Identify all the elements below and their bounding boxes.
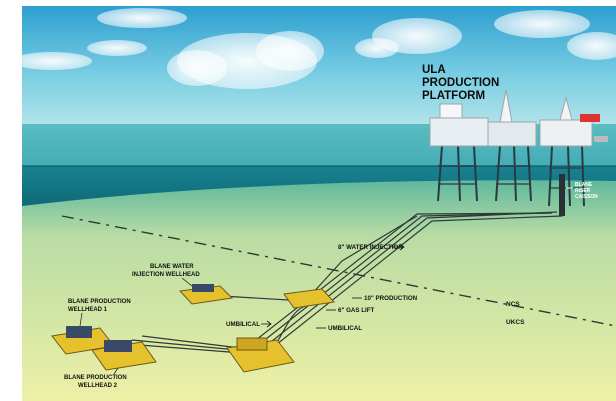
production-wellhead-2-label-line2: WELLHEAD 2 bbox=[78, 383, 118, 389]
gas-lift-line-label: 6" GAS LIFT bbox=[338, 307, 374, 314]
production-wellhead-1-label-line1: BLANE PRODUCTION bbox=[68, 299, 131, 305]
platform-label-line1: ULA bbox=[422, 64, 446, 76]
production-wellhead-2-structure bbox=[91, 340, 157, 371]
riser-label-line2: RISER bbox=[575, 188, 591, 194]
subsea-field-illustration: ULA PRODUCTION PLATFORM BLANE RISER CAIS… bbox=[22, 6, 616, 401]
ukcs-label: UKCS bbox=[506, 319, 525, 326]
water-injection-wellhead-structure bbox=[178, 284, 234, 305]
umbilical-right-label: UMBILICAL bbox=[328, 325, 362, 332]
riser-label-line3: CAISSON bbox=[575, 194, 598, 200]
production-wellhead-2-label-line1: BLANE PRODUCTION bbox=[64, 375, 127, 381]
water-injection-line-label: 8" WATER INJECTION bbox=[338, 244, 403, 251]
production-manifold-structure bbox=[226, 337, 295, 373]
platform-label-line2: PRODUCTION bbox=[422, 77, 499, 89]
riser-label-line1: BLANE bbox=[575, 182, 593, 188]
clouds bbox=[22, 8, 616, 89]
umbilical-left-label: UMBILICAL bbox=[226, 321, 260, 328]
water-injection-wellhead-label-line1: BLANE WATER bbox=[150, 264, 194, 270]
platform-label-line3: PLATFORM bbox=[422, 90, 485, 102]
ula-platform bbox=[429, 89, 608, 207]
injection-manifold-structure bbox=[283, 288, 336, 309]
ncs-label: NCS bbox=[506, 301, 520, 308]
production-line-label: 10" PRODUCTION bbox=[364, 295, 418, 302]
water-injection-wellhead-label-line2: INJECTION WELLHEAD bbox=[132, 272, 200, 278]
riser-caisson bbox=[559, 174, 565, 216]
production-wellhead-1-structure bbox=[51, 326, 115, 355]
ncs-ukcs-border bbox=[61, 215, 616, 327]
production-wellhead-1-label-line2: WELLHEAD 1 bbox=[68, 307, 108, 313]
